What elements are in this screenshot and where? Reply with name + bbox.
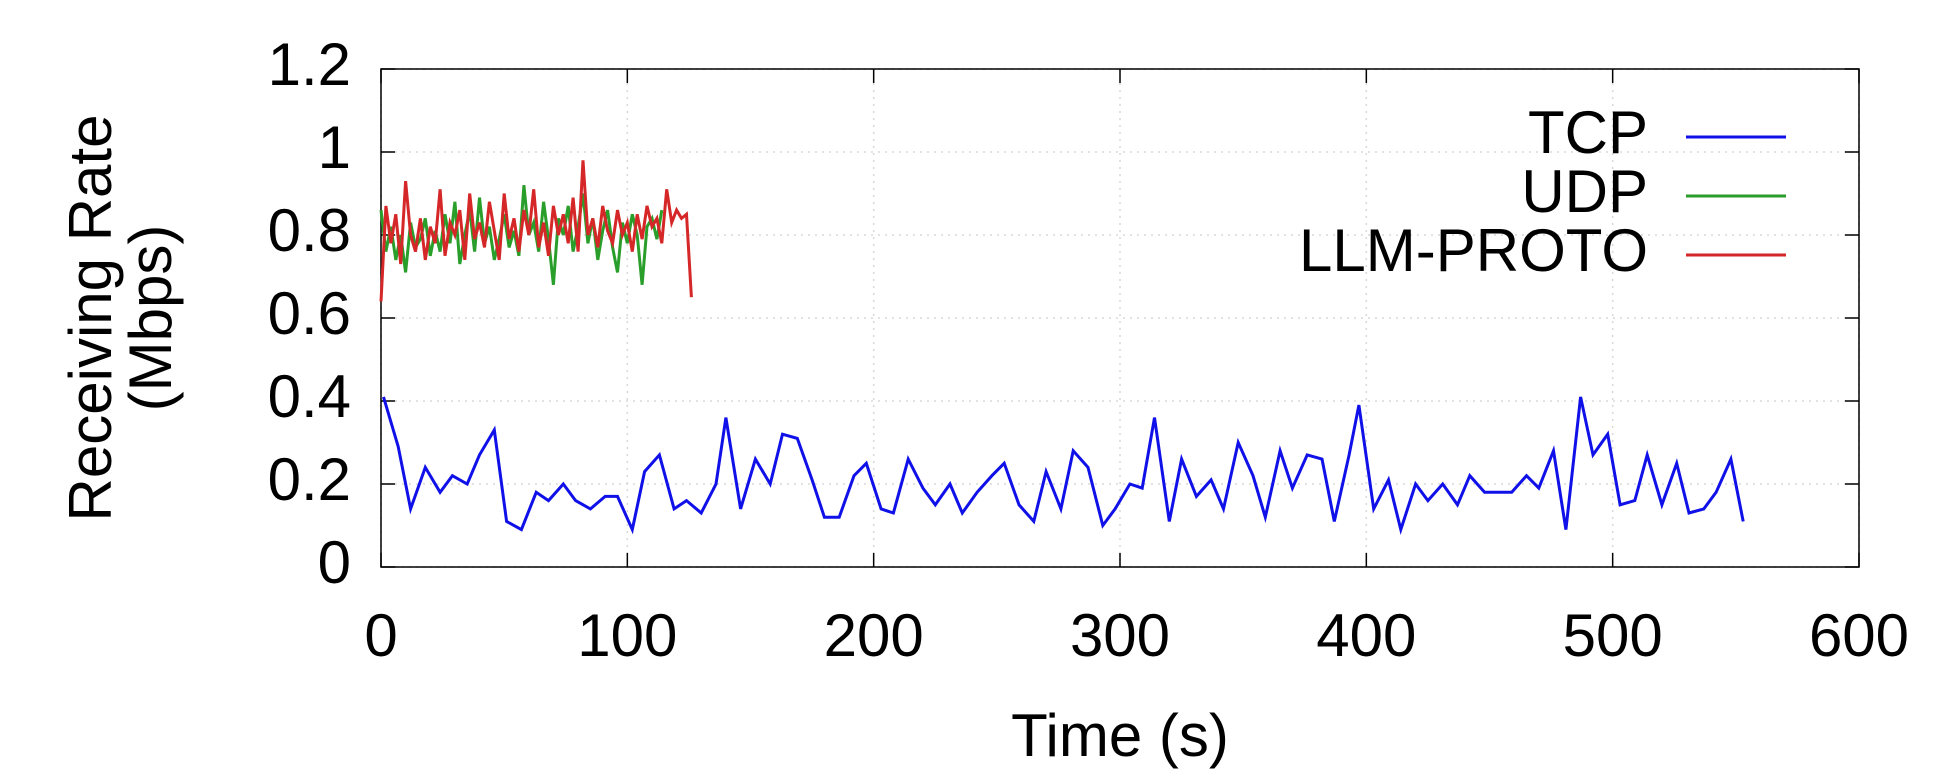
legend-label: UDP xyxy=(1521,158,1648,225)
x-tick-label: 0 xyxy=(364,602,397,669)
legend-label: TCP xyxy=(1528,99,1648,166)
plot-frame xyxy=(380,68,1860,568)
y-tick-label: 0.8 xyxy=(268,197,351,264)
x-tick-label: 500 xyxy=(1563,602,1663,669)
x-tick-label: 200 xyxy=(824,602,924,669)
legend-label: LLM-PROTO xyxy=(1299,217,1648,284)
x-tick-label: 400 xyxy=(1316,602,1416,669)
y-tick-label: 0.2 xyxy=(268,446,351,513)
x-tick-label: 100 xyxy=(577,602,677,669)
series-line xyxy=(379,160,693,302)
x-tick-label: 600 xyxy=(1809,602,1909,669)
y-tick-label: 1.2 xyxy=(268,31,351,98)
x-tick-label: 300 xyxy=(1070,602,1170,669)
y-axis-label-line: Receiving Rate xyxy=(57,115,124,522)
series-line xyxy=(382,396,1745,536)
y-tick-label: 1 xyxy=(318,114,351,181)
y-tick-label: 0.4 xyxy=(268,363,351,430)
y-tick-label: 0 xyxy=(318,529,351,596)
y-axis-label: Receiving Rate (Mbps) xyxy=(57,115,184,522)
y-tick-label: 0.6 xyxy=(268,280,351,347)
x-axis-label: Time (s) xyxy=(1011,702,1229,769)
y-axis-label-line: (Mbps) xyxy=(117,225,184,412)
